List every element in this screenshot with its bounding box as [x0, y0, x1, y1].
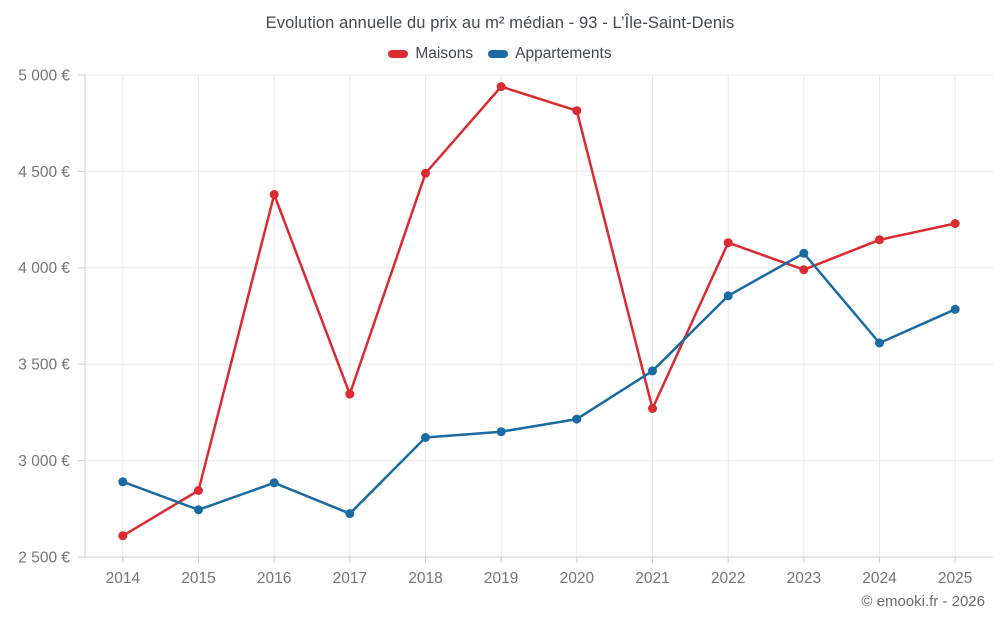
data-point-appartements-2018[interactable]	[421, 433, 430, 442]
x-tick-label: 2023	[787, 570, 821, 587]
data-point-appartements-2016[interactable]	[269, 478, 279, 488]
data-point-maisons-2021[interactable]	[648, 404, 657, 413]
series-line-maisons	[121, 85, 957, 538]
series-line-appartements	[121, 252, 957, 515]
x-tick-label: 2025	[938, 570, 972, 587]
data-point-maisons-2022[interactable]	[723, 238, 733, 248]
x-tick-label: 2014	[106, 570, 141, 587]
data-point-appartements-2014[interactable]	[118, 477, 128, 487]
x-tick-label: 2022	[711, 570, 745, 587]
y-tick-label: 2 500 €	[18, 549, 70, 566]
data-point-maisons-2025[interactable]	[950, 219, 960, 228]
data-point-maisons-2015[interactable]	[194, 486, 203, 495]
y-tick-label: 5 000 €	[18, 67, 70, 84]
x-tick-label: 2015	[181, 570, 215, 587]
x-tick-label: 2018	[408, 570, 442, 587]
data-point-appartements-2022[interactable]	[723, 291, 733, 301]
copyright-text: © emooki.fr - 2026	[861, 593, 985, 610]
data-point-maisons-2019[interactable]	[496, 82, 506, 92]
data-point-maisons-2018[interactable]	[421, 168, 430, 178]
y-tick-label: 3 000 €	[18, 453, 70, 470]
y-tick-label: 3 500 €	[18, 357, 70, 374]
x-tick-label: 2016	[257, 570, 291, 587]
legend-item-appartements[interactable]: Appartements	[488, 45, 612, 63]
data-point-maisons-2014[interactable]	[118, 531, 128, 541]
x-tick-label: 2024	[862, 570, 897, 587]
data-point-maisons-2024[interactable]	[875, 235, 884, 245]
chart-title: Evolution annuelle du prix au m² médian …	[265, 14, 735, 32]
data-point-maisons-2016[interactable]	[269, 190, 279, 199]
x-tick-label: 2021	[635, 570, 669, 587]
data-point-appartements-2019[interactable]	[496, 427, 506, 437]
data-point-maisons-2020[interactable]	[572, 106, 582, 116]
x-tick-label: 2020	[560, 570, 595, 587]
data-point-maisons-2023[interactable]	[799, 265, 809, 275]
legend-label-maisons: Maisons	[415, 45, 474, 62]
x-tick-label: 2019	[484, 570, 518, 587]
legend-label-appartements: Appartements	[515, 45, 612, 62]
data-point-appartements-2024[interactable]	[875, 338, 884, 348]
y-tick-label: 4 000 €	[18, 260, 70, 277]
data-point-appartements-2015[interactable]	[194, 505, 203, 515]
data-point-appartements-2021[interactable]	[648, 366, 657, 376]
legend-swatch-maisons	[388, 50, 409, 58]
data-point-appartements-2020[interactable]	[572, 414, 582, 424]
data-point-maisons-2017[interactable]	[345, 389, 355, 399]
data-point-appartements-2017[interactable]	[345, 509, 355, 519]
chart-legend: Maisons Appartements	[0, 45, 1000, 63]
x-tick-label: 2017	[333, 570, 367, 587]
legend-item-maisons[interactable]: Maisons	[388, 45, 473, 63]
legend-swatch-appartements	[488, 50, 509, 58]
y-tick-label: 4 500 €	[18, 164, 70, 181]
data-point-appartements-2023[interactable]	[799, 248, 809, 258]
data-point-appartements-2025[interactable]	[950, 304, 960, 314]
